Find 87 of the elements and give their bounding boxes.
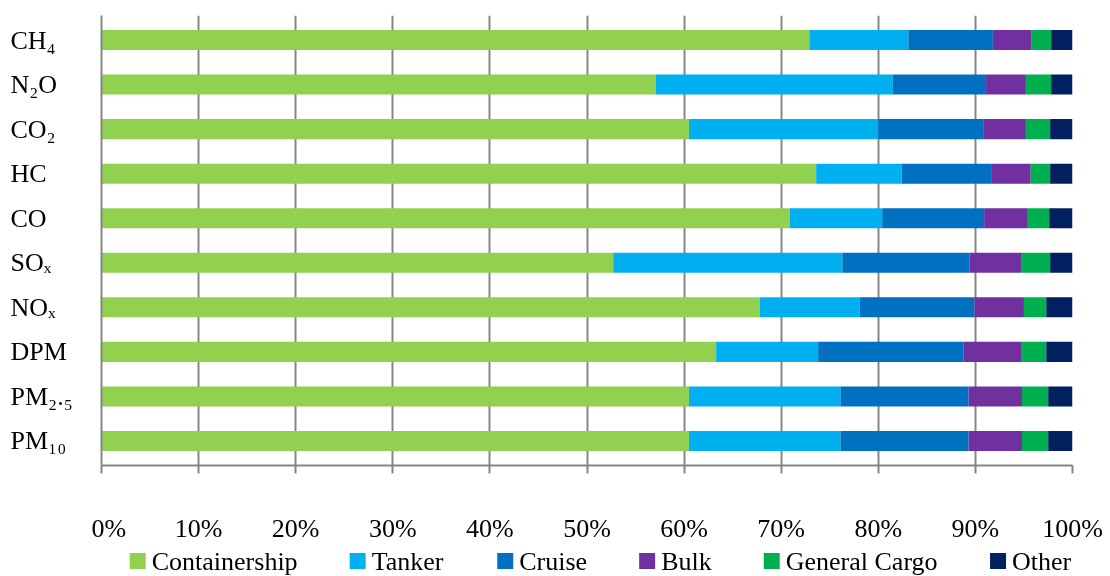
bar [1022, 430, 1049, 452]
bar [1046, 341, 1073, 362]
bar [101, 74, 656, 95]
bar [842, 252, 970, 273]
bar [974, 297, 1024, 318]
bar [963, 341, 1022, 362]
x-tick-label: 30% [368, 513, 417, 543]
x-tick-label: 70% [757, 513, 806, 543]
x-tick-label: 10% [174, 513, 223, 543]
bar [101, 29, 810, 51]
bar [789, 208, 883, 229]
bar [101, 430, 689, 452]
bar [1021, 341, 1047, 362]
bar [878, 119, 984, 140]
bar [992, 29, 1032, 51]
bar [688, 119, 879, 140]
y-tick-label: PM₁₀ [10, 426, 67, 456]
legend-label: Cruise [519, 546, 588, 576]
y-tick-label: HC [10, 159, 47, 189]
x-tick-label: 90% [951, 513, 1000, 543]
bar [1025, 74, 1052, 95]
bar [968, 386, 1023, 407]
y-tick-label: N₂O [10, 70, 58, 100]
bar [818, 341, 964, 362]
y-tick-label: CO [10, 203, 47, 233]
bar [991, 163, 1031, 184]
bar [809, 29, 909, 51]
bar [655, 74, 893, 95]
bar [968, 430, 1023, 452]
bar [1031, 29, 1052, 51]
bar [986, 74, 1026, 95]
bar [1050, 252, 1073, 273]
bar [1022, 386, 1049, 407]
x-tick-label: 100% [1042, 513, 1103, 543]
bar [892, 74, 987, 95]
bar [1046, 297, 1073, 318]
legend-label: Other [1012, 546, 1072, 576]
bar [1048, 386, 1073, 407]
legend-label: Tanker [371, 546, 444, 576]
bar [1025, 119, 1051, 140]
bar [1021, 252, 1051, 273]
y-tick-label: SOₓ [10, 248, 52, 278]
bar [613, 252, 843, 273]
y-tick-label: NOₓ [10, 292, 57, 322]
bar [1051, 29, 1073, 51]
x-tick-label: 80% [854, 513, 903, 543]
bar [101, 386, 689, 407]
bar [882, 208, 985, 229]
bar [688, 386, 841, 407]
y-tick-label: PM₂.₅ [10, 381, 73, 411]
x-tick-label: 60% [660, 513, 708, 543]
bar [1049, 208, 1073, 229]
bar [101, 297, 760, 318]
bar [101, 341, 717, 362]
bar [688, 430, 841, 452]
bar [101, 163, 817, 184]
legend-label: Bulk [661, 546, 712, 576]
bar [1051, 74, 1073, 95]
bar [840, 386, 969, 407]
bar [859, 297, 975, 318]
bar [101, 208, 790, 229]
y-tick-label: DPM [10, 337, 67, 367]
bar [1050, 163, 1073, 184]
y-tick-label: CO₂ [10, 114, 56, 144]
bar [908, 29, 993, 51]
bar [969, 252, 1022, 273]
bar [1023, 297, 1047, 318]
bar [901, 163, 992, 184]
bar [1050, 119, 1073, 140]
legend-label: General Cargo [785, 546, 938, 576]
bar [816, 163, 902, 184]
x-tick-label: 50% [563, 513, 611, 543]
bar [716, 341, 819, 362]
bar [1048, 430, 1073, 452]
x-tick-label: 0% [91, 513, 127, 543]
bar [1030, 163, 1051, 184]
x-tick-label: 20% [271, 513, 320, 543]
bar [840, 430, 969, 452]
bar [759, 297, 860, 318]
x-tick-label: 40% [466, 513, 514, 543]
bar [983, 119, 1026, 140]
bar [984, 208, 1028, 229]
bar [101, 252, 614, 273]
bar [101, 119, 689, 140]
bar [1027, 208, 1050, 229]
legend-label: Containership [151, 546, 298, 576]
y-tick-label: CH₄ [10, 25, 56, 55]
